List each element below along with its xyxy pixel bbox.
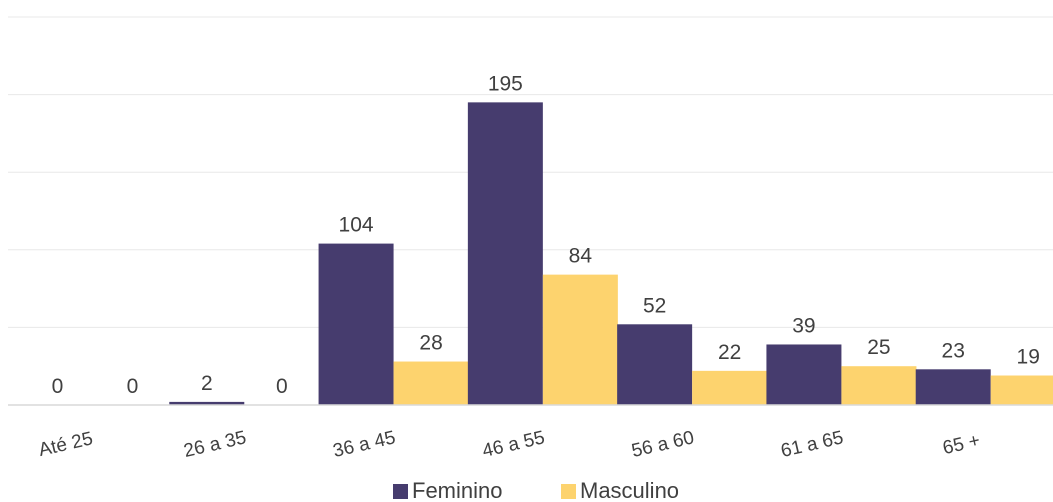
bar-feminino-65 — [915, 369, 991, 405]
data-label-masculino-56-a-60: 22 — [718, 341, 741, 364]
legend-label-masculino: Masculino — [580, 478, 679, 502]
bar-masculino-36-a-45 — [393, 361, 469, 405]
data-label-masculino-61-a-65: 25 — [867, 336, 890, 359]
data-label-feminino-46-a-55: 195 — [488, 72, 523, 95]
legend-swatch-masculino — [561, 484, 576, 499]
x-tick-label-46-a-55: 46 a 55 — [480, 427, 547, 462]
bar-masculino-46-a-55 — [542, 274, 618, 405]
x-tick-label-61-a-65: 61 a 65 — [779, 427, 846, 462]
x-tick-labels-group: Até 25 26 a 35 36 a 45 46 a 55 56 a 60 61 a 6… — [37, 427, 982, 462]
x-tick-label-36-a-45: 36 a 45 — [331, 427, 398, 462]
data-label-feminino-65: 23 — [942, 339, 965, 362]
bar-feminino-26-a-35 — [169, 401, 245, 405]
bar-feminino-61-a-65 — [766, 344, 842, 405]
bar-feminino-56-a-60 — [617, 324, 693, 405]
legend-label-feminino: Feminino — [412, 478, 502, 502]
bar-feminino-36-a-45 — [318, 243, 394, 405]
x-tick-label-at-25: Até 25 — [37, 428, 95, 461]
data-label-masculino-65: 19 — [1017, 346, 1040, 369]
data-labels-group: 0 0 2 0 104 28 195 84 52 22 39 25 23 19 — [52, 72, 1040, 398]
data-label-feminino-at-25: 0 — [52, 375, 64, 398]
legend-swatch-feminino — [393, 484, 408, 499]
data-label-feminino-36-a-45: 104 — [339, 214, 374, 237]
data-label-masculino-46-a-55: 84 — [569, 245, 593, 268]
x-tick-label-65: 65 + — [941, 430, 982, 459]
bar-feminino-46-a-55 — [467, 102, 543, 406]
bar-masculino-65 — [990, 375, 1053, 405]
data-label-masculino-at-25: 0 — [127, 375, 139, 398]
legend: Feminino Masculino — [393, 478, 679, 502]
bar-masculino-56-a-60 — [692, 370, 768, 405]
bar-masculino-61-a-65 — [841, 366, 917, 405]
data-label-feminino-61-a-65: 39 — [792, 314, 815, 337]
data-label-masculino-26-a-35: 0 — [276, 375, 288, 398]
bars-group — [169, 102, 1053, 406]
x-tick-label-56-a-60: 56 a 60 — [630, 427, 697, 462]
data-label-feminino-26-a-35: 2 — [201, 372, 213, 395]
data-label-masculino-36-a-45: 28 — [419, 332, 442, 355]
data-label-feminino-56-a-60: 52 — [643, 294, 666, 317]
x-tick-label-26-a-35: 26 a 35 — [182, 427, 249, 462]
